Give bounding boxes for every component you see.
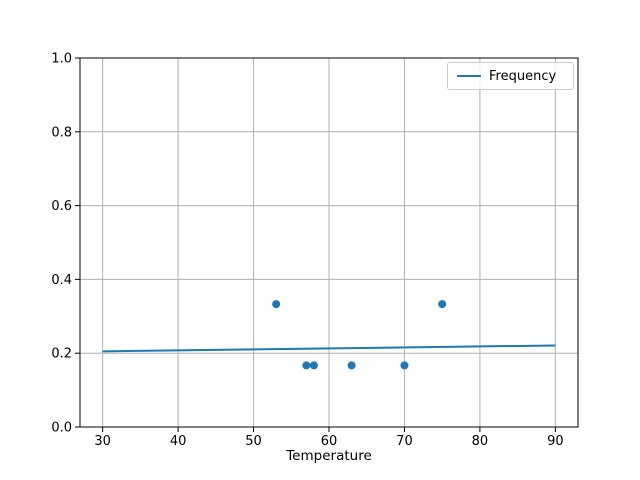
x-tick-label: 50	[245, 434, 262, 449]
x-tick-label: 80	[472, 434, 489, 449]
y-tick-label: 0.2	[51, 347, 72, 362]
scatter-point	[272, 300, 281, 309]
x-tick-label: 90	[547, 434, 564, 449]
y-tick-label: 0.8	[51, 125, 72, 140]
scatter-point	[347, 361, 356, 370]
scatter-point	[302, 361, 311, 370]
legend-label: Frequency	[489, 68, 557, 84]
y-tick-label: 0.4	[51, 273, 72, 288]
scatter-point	[438, 300, 447, 309]
regression-line	[102, 344, 556, 353]
scatter-point	[309, 361, 318, 370]
scatter-point	[400, 361, 409, 370]
legend-line-sample	[457, 75, 481, 77]
x-tick-label: 60	[321, 434, 338, 449]
x-tick-label: 40	[170, 434, 187, 449]
x-tick-label: 70	[396, 434, 413, 449]
y-tick-label: 0.0	[51, 421, 72, 436]
x-tick-label: 30	[94, 434, 111, 449]
legend: Frequency	[447, 62, 574, 90]
y-tick-label: 0.6	[51, 199, 72, 214]
y-tick-label: 1.0	[51, 52, 72, 67]
x-axis-label: Temperature	[286, 448, 372, 464]
